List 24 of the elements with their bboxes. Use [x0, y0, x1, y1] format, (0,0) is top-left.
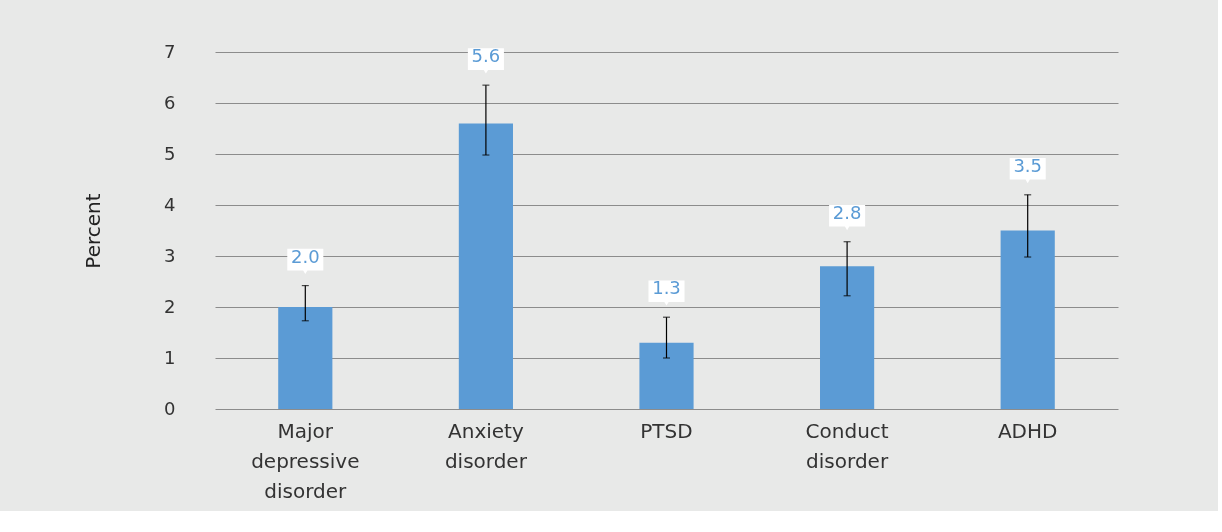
data-label: 2.8 [832, 201, 862, 223]
x-tick-label: PTSD [640, 418, 693, 443]
x-tick-label: Conduct disorder [805, 418, 889, 473]
data-label: 5.6 [471, 45, 501, 67]
x-tick-label: Anxiety disorder [444, 418, 528, 473]
bar [820, 266, 875, 409]
y-tick-label: 1 [164, 346, 176, 368]
x-tick-label: ADHD [997, 418, 1058, 443]
y-tick-label: 2 [164, 295, 176, 317]
y-tick-label: 4 [164, 193, 176, 215]
data-label: 1.3 [652, 277, 681, 299]
y-tick-label: 3 [164, 244, 176, 266]
bar [1000, 230, 1055, 409]
data-label: 3.5 [1013, 154, 1043, 176]
y-tick-label: 5 [164, 142, 176, 164]
bar [278, 307, 333, 409]
y-tick-label: 6 [164, 91, 176, 113]
bar [639, 342, 694, 409]
bar [458, 123, 513, 409]
data-label: 2.0 [290, 245, 320, 267]
y-tick-label: 7 [164, 40, 176, 62]
y-tick-label: 0 [164, 397, 176, 419]
y-axis-title: Percent [81, 193, 106, 269]
x-tick-label: Major depressive disorder [251, 418, 360, 503]
